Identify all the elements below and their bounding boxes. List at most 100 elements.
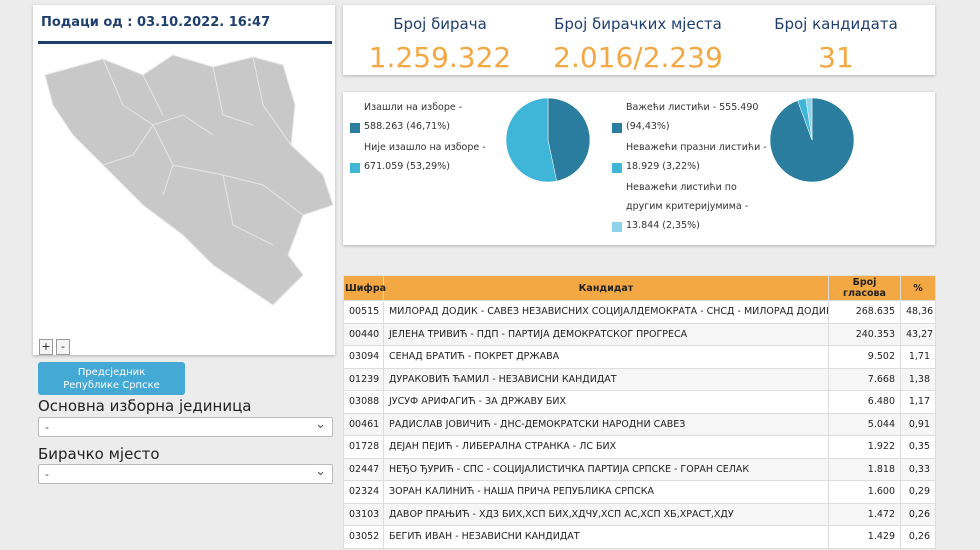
table-cell: 9.502: [828, 345, 901, 369]
stat-label: Број бирачких мјеста: [554, 15, 722, 33]
legend-text: 671.059 (53,29%): [364, 161, 450, 172]
table-cell: 02447: [343, 457, 384, 481]
table-cell: 0,26: [900, 525, 936, 549]
table-cell: 1,71: [900, 345, 936, 369]
table-cell: 1.600: [828, 480, 901, 504]
divider: [38, 41, 332, 44]
column-header: %: [900, 275, 936, 301]
pie-slice: [505, 97, 557, 183]
column-header: Број гласова: [828, 275, 901, 301]
table-cell: 02324: [343, 480, 384, 504]
legend-text: Неважећи листићи по: [626, 182, 737, 193]
table-cell: ДЕЈАН ПЕЈИЋ - ЛИБЕРАЛНА СТРАНКА - ЛС БИХ: [383, 435, 829, 459]
table-row: 01728 ДЕЈАН ПЕЈИЋ - ЛИБЕРАЛНА СТРАНКА - Л…: [343, 435, 936, 459]
table-cell: 1,17: [900, 390, 936, 414]
table-cell: ДУРАКОВИЋ ЋАМИЛ - НЕЗАВИСНИ КАНДИДАТ: [383, 367, 829, 391]
stat-value: 1.259.322: [368, 41, 512, 74]
legend-text: Није изашло на изборе -: [364, 142, 486, 153]
table-row: 02447 НЕЂО ЂУРИЋ - СПС - СОЦИЈАЛИСТИЧКА П…: [343, 457, 936, 481]
map: [44, 54, 334, 306]
table-cell: 1.429: [828, 525, 901, 549]
stat-label: Број кандидата: [774, 15, 898, 33]
unit-label: Основна изборна јединица: [38, 397, 252, 415]
table-cell: 5.044: [828, 412, 901, 436]
legend-text: (94,43%): [626, 121, 670, 132]
table-row: 03052 БЕГИЋ ИВАН - НЕЗАВИСНИ КАНДИДАТ 1.42…: [343, 525, 936, 549]
table-cell: НЕЂО ЂУРИЋ - СПС - СОЦИЈАЛИСТИЧКА ПАРТИЈ…: [383, 457, 829, 481]
pie-charts: [505, 97, 855, 183]
table-cell: 03088: [343, 390, 384, 414]
table-cell: 0,35: [900, 435, 936, 459]
stats-panel: Број бирача 1.259.322 Број бирачких мјеста…: [343, 5, 935, 75]
map-shape[interactable]: [44, 54, 334, 306]
table-cell: 7.668: [828, 367, 901, 391]
table-row: 02324 ЗОРАН КАЛИНИЋ - НАША ПРИЧА РЕПУБЛИК…: [343, 480, 936, 504]
legend-text: 18.929 (3,22%): [626, 161, 700, 172]
table-row: 03094 СЕНАД БРАТИЋ - ПОКРЕТ ДРЖАВА 9.502 1,…: [343, 345, 936, 369]
table-row: 00440 ЈЕЛЕНА ТРИВИЋ - ПДП - ПАРТИЈА ДЕМОК…: [343, 322, 936, 346]
zoom-in[interactable]: +: [39, 339, 53, 355]
table-cell: 43,27: [900, 322, 936, 346]
election-button[interactable]: Предсједник Републике Српске: [38, 362, 185, 395]
stat-value: 31: [818, 41, 854, 74]
table-cell: 01239: [343, 367, 384, 391]
table-row: 01239 ДУРАКОВИЋ ЋАМИЛ - НЕЗАВИСНИ КАНДИДА…: [343, 367, 936, 391]
legend-swatch: [612, 163, 622, 173]
legend-text: 588.263 (46,71%): [364, 121, 450, 132]
table-cell: 00440: [343, 322, 384, 346]
table-cell: 48,36: [900, 300, 936, 324]
stat-value: 2.016/2.239: [553, 41, 723, 74]
legend-text: Неважећи празни листићи -: [626, 142, 767, 153]
map-panel: Подаци од : 03.10.2022. 16:47 + -: [33, 5, 335, 355]
table-cell: 240.353: [828, 322, 901, 346]
column-header: Кандидат: [383, 275, 829, 301]
table-cell: 0,26: [900, 502, 936, 526]
table-row: 00515 МИЛОРАД ДОДИК - САВЕЗ НЕЗАВИСНИХ СО…: [343, 300, 936, 324]
legend-text: Важећи листићи - 555.490: [626, 102, 759, 113]
map-borders: [102, 56, 304, 246]
table-cell: ЈЕЛЕНА ТРИВИЋ - ПДП - ПАРТИЈА ДЕМОКРАТСК…: [383, 322, 829, 346]
table-cell: ДАВОР ПРАЊИЋ - ХДЗ БИХ,ХСП БИХ,ХДЧУ,ХСП …: [383, 502, 829, 526]
table-cell: 0,33: [900, 457, 936, 481]
legend-text: 13.844 (2,35%): [626, 220, 700, 231]
table-cell: 00461: [343, 412, 384, 436]
station-label: Бирачко мјесто: [38, 445, 160, 463]
column-header: Шифра: [343, 275, 386, 301]
table-cell: СЕНАД БРАТИЋ - ПОКРЕТ ДРЖАВА: [383, 345, 829, 369]
legend-text: Изашли на изборе -: [364, 102, 463, 113]
unit-select[interactable]: -: [38, 417, 333, 437]
table-cell: 0,91: [900, 412, 936, 436]
station-select[interactable]: -: [38, 464, 333, 484]
table-cell: РАДИСЛАВ ЈОВИЧИЋ - ДНС-ДЕМОКРАТСКИ НАРОД…: [383, 412, 829, 436]
zoom-out[interactable]: -: [56, 339, 70, 355]
table-cell: МИЛОРАД ДОДИК - САВЕЗ НЕЗАВИСНИХ СОЦИЈАЛ…: [383, 300, 829, 324]
legend-text: другим критеријумима -: [626, 201, 749, 212]
pies-panel: Изашли на изборе - 588.263 (46,71%) Није и…: [343, 92, 935, 245]
table-cell: БЕГИЋ ИВАН - НЕЗАВИСНИ КАНДИДАТ: [383, 525, 829, 549]
table-cell: ЈУСУФ АРИФАГИЋ - ЗА ДРЖАВУ БИХ: [383, 390, 829, 414]
pie-slice: [805, 97, 813, 141]
updated: Подаци од : 03.10.2022. 16:47: [41, 15, 271, 30]
stat-label: Број бирача: [393, 15, 487, 33]
table-row: 00461 РАДИСЛАВ ЈОВИЧИЋ - ДНС-ДЕМОКРАТСКИ …: [343, 412, 936, 436]
table-cell: 1,38: [900, 367, 936, 391]
table-cell: 03094: [343, 345, 384, 369]
legend-swatch: [350, 163, 360, 173]
legend-swatch: [612, 222, 622, 232]
table-row: 03088 ЈУСУФ АРИФАГИЋ - ЗА ДРЖАВУ БИХ 6.480…: [343, 390, 936, 414]
table-row: 03103 ДАВОР ПРАЊИЋ - ХДЗ БИХ,ХСП БИХ,ХДЧУ…: [343, 502, 936, 526]
table-cell: 03052: [343, 525, 384, 549]
legend-swatch: [350, 123, 360, 133]
table-cell: 01728: [343, 435, 384, 459]
table-cell: 1.472: [828, 502, 901, 526]
table-cell: 1.818: [828, 457, 901, 481]
table-cell: 268.635: [828, 300, 901, 324]
pie-slice: [547, 97, 591, 182]
table-cell: 6.480: [828, 390, 901, 414]
legend-swatch: [612, 123, 622, 133]
table-cell: 03103: [343, 502, 384, 526]
table-cell: ЗОРАН КАЛИНИЋ - НАША ПРИЧА РЕПУБЛИКА СРП…: [383, 480, 829, 504]
table-cell: 1.922: [828, 435, 901, 459]
results-table: Шифра Кандидат Број гласова% 00515 МИЛОРАД Д…: [343, 275, 936, 549]
